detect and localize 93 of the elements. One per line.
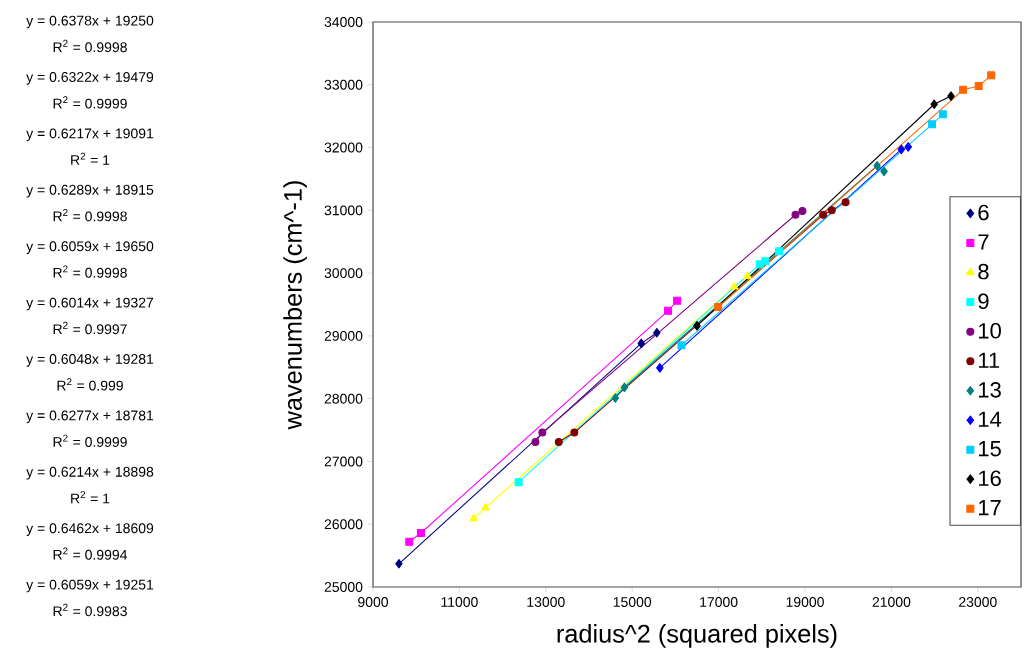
point [904, 142, 912, 152]
point [880, 166, 888, 177]
y-tick-label: 31000 [324, 205, 363, 216]
point [947, 91, 955, 101]
point [743, 271, 752, 279]
point [538, 428, 547, 437]
text: R$^{2}$ = 0.9998 [53, 39, 127, 53]
y-tick-label: 26000 [324, 519, 363, 530]
point [827, 206, 836, 215]
y-tick-label: 27000 [324, 456, 363, 467]
point [819, 210, 828, 219]
x-tick-label: 23000 [959, 597, 997, 607]
legend-label: 7 [978, 234, 989, 250]
point [481, 503, 490, 511]
point [656, 363, 664, 373]
text: y = 0.6462x + 18609 [26, 523, 154, 536]
legend-label: 8 [978, 263, 989, 280]
x-tick-label: 15000 [613, 597, 652, 607]
text: R$^{2}$ = 1 [71, 152, 110, 165]
point [897, 144, 906, 155]
point [531, 437, 540, 446]
point [693, 321, 701, 331]
x-tick-label: 19000 [786, 597, 824, 607]
point [395, 558, 403, 569]
point [677, 341, 686, 350]
point [611, 393, 620, 403]
legend-label: 9 [978, 293, 989, 309]
y-axis-title: wavenumbers (cm^-1) [283, 181, 307, 430]
y-tick-label: 29000 [324, 330, 363, 341]
point [974, 82, 983, 91]
text: y = 0.6214x + 18898 [26, 466, 154, 480]
text: R$^{2}$ = 0.9999 [53, 434, 127, 447]
text: y = 0.6277x + 18781 [26, 410, 154, 424]
point [653, 327, 661, 338]
y-tick-label: 34000 [324, 17, 363, 27]
y-tick-label: 32000 [324, 142, 363, 153]
legend-label: 10 [979, 323, 1001, 339]
legend-label: 6 [978, 204, 989, 221]
point [554, 437, 563, 446]
text: R$^{2}$ = 0.9999 [53, 96, 127, 109]
text: y = 0.6378x + 19250 [26, 15, 154, 29]
point [761, 257, 770, 266]
legend-label: 11 [979, 352, 1000, 368]
text: R$^{2}$ = 0.999 [57, 378, 123, 391]
point [959, 85, 968, 94]
point [514, 478, 523, 487]
point [570, 428, 579, 437]
x-tick-label: 21000 [872, 597, 911, 607]
text: R$^{2}$ = 0.9994 [53, 547, 128, 560]
text: y = 0.6059x + 19650 [26, 241, 154, 254]
x-axis-title: radius^2 (squared pixels) [557, 624, 837, 648]
point [775, 247, 784, 256]
y-tick-label: 30000 [324, 268, 363, 279]
y-tick-label: 33000 [324, 79, 363, 90]
point [873, 160, 881, 171]
text: y = 0.6014x + 19327 [26, 297, 154, 311]
point [416, 529, 425, 538]
point [729, 282, 739, 290]
point [620, 382, 629, 393]
text: R$^{2}$ = 0.9997 [53, 321, 127, 335]
legend-label: 15 [979, 441, 1001, 457]
text: R$^{2}$ = 1 [71, 491, 110, 504]
text: R$^{2}$ = 0.9998 [53, 209, 127, 222]
point [673, 296, 682, 305]
point [637, 338, 646, 349]
point [791, 210, 800, 219]
legend-label: 13 [979, 382, 1001, 398]
point [469, 513, 478, 522]
point [930, 99, 938, 110]
x-tick-label: 17000 [700, 597, 738, 607]
point [664, 306, 673, 315]
point [714, 303, 723, 312]
point [987, 71, 996, 80]
text: y = 0.6322x + 19479 [26, 72, 154, 85]
x-tick-label: 9000 [358, 597, 389, 607]
text: y = 0.6059x + 19251 [26, 579, 154, 593]
legend-label: 14 [979, 411, 1002, 427]
point [405, 537, 414, 546]
text: y = 0.6217x + 19091 [26, 128, 154, 142]
point [938, 110, 947, 119]
x-tick-label: 13000 [527, 597, 565, 607]
text: R$^{2}$ = 0.9998 [53, 265, 127, 278]
point [928, 120, 937, 129]
y-tick-label: 28000 [324, 393, 363, 404]
point [841, 198, 850, 207]
text: y = 0.6289x + 18915 [26, 184, 154, 198]
x-tick-label: 11000 [441, 597, 478, 607]
text: y = 0.6048x + 19281 [26, 354, 154, 367]
y-tick-label: 25000 [324, 582, 363, 592]
legend-label: 17 [979, 500, 1001, 516]
legend-label: 16 [979, 470, 1001, 487]
text: R$^{2}$ = 0.9983 [53, 603, 127, 617]
point [798, 206, 807, 215]
